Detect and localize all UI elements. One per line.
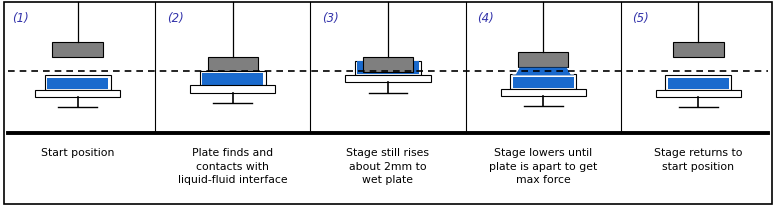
Text: (2): (2): [167, 12, 184, 25]
Text: (4): (4): [477, 12, 494, 25]
Bar: [518, 52, 568, 67]
Bar: [345, 75, 431, 82]
Text: Stage lowers until
plate is apart to get
max force: Stage lowers until plate is apart to get…: [489, 148, 598, 185]
Bar: [200, 71, 265, 85]
Bar: [656, 90, 741, 97]
Text: (1): (1): [12, 12, 29, 25]
Text: Stage returns to
start position: Stage returns to start position: [654, 148, 743, 172]
Polygon shape: [512, 68, 573, 75]
Bar: [674, 42, 724, 57]
Bar: [202, 73, 263, 85]
Polygon shape: [512, 68, 520, 75]
Bar: [512, 76, 573, 88]
Bar: [53, 42, 102, 57]
Bar: [501, 89, 586, 96]
Polygon shape: [566, 68, 574, 75]
Text: (3): (3): [322, 12, 339, 25]
Text: Start position: Start position: [41, 148, 114, 158]
Bar: [363, 57, 413, 72]
Bar: [45, 75, 111, 90]
Bar: [190, 85, 275, 93]
Bar: [207, 57, 258, 72]
Text: Stage still rises
about 2mm to
wet plate: Stage still rises about 2mm to wet plate: [347, 148, 429, 185]
Text: Plate finds and
contacts with
liquid-fluid interface: Plate finds and contacts with liquid-flu…: [178, 148, 288, 185]
Bar: [357, 61, 419, 74]
Text: (5): (5): [632, 12, 650, 25]
Bar: [667, 77, 729, 89]
Bar: [35, 90, 120, 97]
Bar: [511, 74, 576, 89]
Bar: [355, 61, 421, 75]
Bar: [47, 77, 109, 89]
Bar: [666, 75, 732, 90]
